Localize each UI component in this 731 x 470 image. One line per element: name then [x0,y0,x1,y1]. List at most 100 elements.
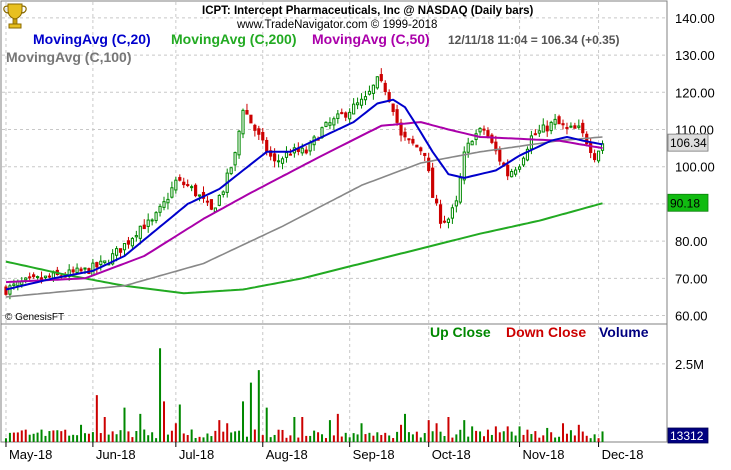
candle-up [221,191,225,195]
candle-down [427,157,431,172]
volume-bar-up [32,433,35,442]
candle-down [273,153,277,162]
volume-bar-down [52,430,55,442]
volume-bar-down [577,424,580,442]
volume-bar-down [435,423,438,442]
volume-bar-up [249,382,252,442]
volume-bar-down [99,433,102,442]
candle-down [253,124,257,131]
volume-bar-down [285,437,288,442]
volume-bar-up [479,431,482,442]
volume-bar-down [111,431,114,442]
candle-up [91,262,95,276]
price-tick-label: 120.00 [675,85,715,100]
volume-bar-up [143,429,146,442]
candle-up [83,267,87,270]
volume-bar-up [194,438,197,442]
volume-bar-down [277,429,280,442]
volume-bar-up [455,434,458,442]
volume-bar-up [68,435,71,442]
candle-down [261,131,265,141]
volume-bar-up [360,423,363,442]
candles-layer [4,68,605,300]
watermark: © GenesisFT [5,312,64,323]
volume-bar-up [431,431,434,442]
candle-up [170,187,174,198]
candle-down [205,200,210,203]
candle-down [4,286,8,295]
candle-down [182,181,186,186]
candle-up [300,147,304,154]
volume-bar-down [573,435,576,442]
candle-up [332,118,336,126]
volume-bar-up [202,437,205,442]
volume-bar-down [60,431,63,442]
candle-down [379,74,383,82]
candle-up [217,194,221,206]
volume-bar-up [352,433,355,442]
volume-bar-down [324,438,327,442]
volume-bar-down [20,430,23,442]
x-tick-label: Aug-18 [266,447,308,462]
candle-down [431,167,435,198]
candle-up [8,285,12,295]
candle-down [415,144,419,148]
volume-bar-up [245,436,248,442]
volume-bar-up [419,437,422,442]
candle-down [95,262,99,268]
candle-up [470,140,474,146]
candle-down [79,268,83,272]
volume-bar-down [214,430,217,442]
ma200-line [5,202,603,295]
volume-bar-up [91,432,94,442]
volume-bar-down [451,437,454,442]
candle-down [340,112,344,115]
volume-bar-up [155,438,158,442]
volume-bar-down [538,437,541,442]
volume-bar-up [502,431,505,442]
candle-up [577,125,581,128]
volume-bar-up [234,431,237,442]
volume-bar-down [542,435,545,442]
candle-up [190,186,194,189]
volume-bar-down [372,435,375,442]
volume-bar-down [597,438,600,442]
volume-bar-up [546,427,549,442]
candle-down [561,123,565,126]
candle-down [178,177,182,181]
volume-bar-up [403,413,406,442]
candle-down [395,109,399,123]
volume-bar-down [364,434,367,442]
ma100-line [5,136,603,298]
volume-bar-down [297,437,300,442]
volume-bar-down [16,432,19,442]
volume-bar-down [174,423,177,442]
volume-bar-up [309,435,312,442]
volume-bar-up [72,434,75,442]
volume-bar-down [182,433,185,442]
candle-up [154,212,158,222]
volume-bar-down [494,426,497,442]
volume-bar-down [12,432,15,442]
volume-bar-up [56,430,59,442]
volume-bar-up [344,432,347,442]
candle-up [328,122,332,126]
candle-up [237,130,241,156]
candle-up [458,177,462,203]
candle-up [450,207,454,219]
candle-down [304,149,308,154]
copyright-text: www.TradeNavigator.com © 1999-2018 [236,19,437,31]
volume-bar-down [281,429,284,442]
volume-bar-down [336,413,339,442]
volume-bar-up [376,432,379,442]
volume-bar-down [301,417,304,442]
candle-down [32,274,36,278]
quote-timestamp: 12/11/18 11:04 = 106.34 (+0.35) [448,33,619,47]
candle-down [498,149,502,162]
candle-up [367,90,372,95]
candle-up [336,113,340,119]
volume-bar-up [28,434,31,442]
volume-bar-down [24,429,27,442]
candle-down [442,220,447,223]
